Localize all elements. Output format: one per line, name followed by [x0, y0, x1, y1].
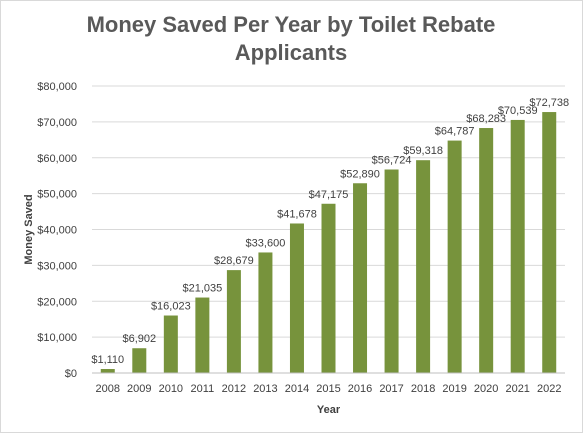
data-label: $21,035 [182, 283, 222, 295]
x-axis-title: Year [317, 404, 341, 416]
x-tick-label: 2016 [348, 383, 372, 395]
data-label: $72,738 [529, 97, 569, 109]
y-tick-label: $20,000 [37, 296, 77, 308]
x-tick-label: 2008 [96, 383, 120, 395]
x-tick-label: 2011 [191, 383, 215, 395]
bar [100, 369, 115, 373]
x-tick-label: 2018 [411, 383, 435, 395]
bar [542, 112, 557, 373]
x-tick-label: 2013 [253, 383, 277, 395]
data-label: $28,679 [214, 255, 254, 267]
x-tick-label: 2019 [442, 383, 466, 395]
data-label: $52,890 [340, 168, 380, 180]
data-label: $41,678 [277, 208, 317, 220]
bar [163, 315, 178, 373]
bar [416, 160, 431, 373]
x-tick-label: 2012 [222, 383, 246, 395]
data-label: $70,539 [498, 105, 538, 117]
bar [384, 169, 399, 373]
data-label: $59,318 [403, 145, 443, 157]
y-tick-label: $80,000 [37, 81, 77, 93]
x-tick-label: 2015 [316, 383, 340, 395]
bar [132, 348, 147, 373]
bar [258, 252, 273, 373]
x-tick-label: 2020 [474, 383, 498, 395]
y-tick-label: $60,000 [37, 153, 77, 165]
data-label: $6,902 [122, 333, 156, 345]
data-label: $56,724 [372, 155, 412, 167]
bar [510, 119, 525, 373]
data-label: $64,787 [435, 126, 475, 138]
x-tick-label: 2022 [537, 383, 561, 395]
y-axis-title: Money Saved [23, 194, 35, 264]
y-tick-label: $10,000 [37, 332, 77, 344]
data-labels: $1,110 $6,902 $16,023 $21,035 $28,679 $33,600… [91, 97, 569, 366]
bar [447, 140, 462, 373]
x-tick-label: 2014 [285, 383, 309, 395]
bars [100, 112, 557, 373]
y-tick-label: $70,000 [37, 117, 77, 129]
data-label: $33,600 [246, 237, 286, 249]
x-tick-label: 2021 [505, 383, 529, 395]
y-tick-label: $0 [65, 368, 77, 380]
bar [195, 297, 210, 373]
bar [479, 128, 494, 373]
x-tick-label: 2017 [379, 383, 403, 395]
bar [289, 223, 304, 373]
data-label: $47,175 [309, 189, 349, 201]
y-axis-ticks: $0 $10,000 $20,000 $30,000 $40,000 $50,000 $60… [37, 81, 77, 380]
bar [321, 203, 336, 373]
x-tick-label: 2009 [127, 383, 151, 395]
x-tick-label: 2010 [159, 383, 183, 395]
y-tick-label: $30,000 [37, 260, 77, 272]
bar [353, 183, 368, 373]
data-label: $68,283 [466, 113, 506, 125]
y-tick-label: $50,000 [37, 189, 77, 201]
data-label: $16,023 [151, 301, 191, 313]
bar [226, 270, 241, 373]
data-label: $1,110 [91, 354, 124, 366]
chart-title: Money Saved Per Year by Toilet Rebate Ap… [86, 12, 496, 65]
x-axis-ticks: 2008 2009 2010 2011 2012 2013 2014 2015 2016 2017… [96, 383, 562, 395]
y-tick-label: $40,000 [37, 225, 77, 237]
